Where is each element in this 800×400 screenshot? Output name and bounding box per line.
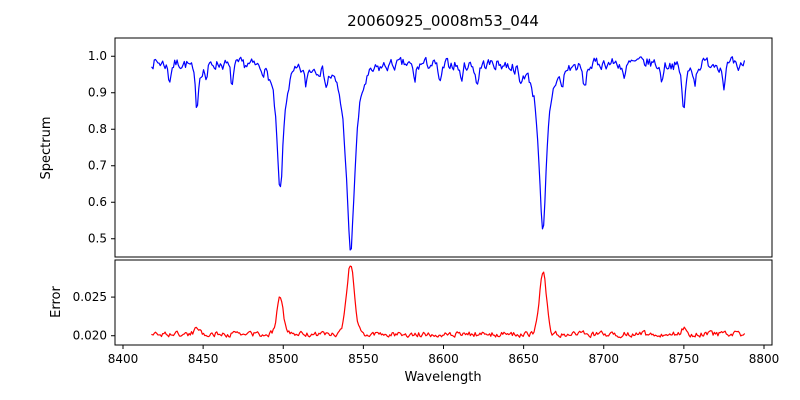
x-tick-label: 8600 [428,352,459,366]
spectrum-line [151,56,745,251]
error-line [151,265,745,339]
x-tick-label: 8400 [108,352,139,366]
spectrum-y-tick-label: 0.7 [88,159,107,173]
spectrum-y-tick-label: 1.0 [88,49,107,63]
spectrum-axes-spines [114,37,773,258]
chart-title: 20060925_0008m53_044 [347,12,539,31]
spectrum-panel: 0.5 0.6 0.7 0.8 0.9 1.0 [88,37,773,258]
x-tick-label: 8500 [268,352,299,366]
x-tick-label: 8650 [508,352,539,366]
spectrum-y-tick-label: 0.5 [88,232,107,246]
error-y-axis-label: Error [49,286,64,318]
x-tick-label: 8750 [669,352,700,366]
error-panel: 0.020 0.025 8400 8450 8500 8550 8600 8650 8700 87… [73,259,780,366]
error-y-tick-label: 0.025 [73,290,107,304]
spectrum-y-axis-label: Spectrum [39,117,54,180]
spectrum-y-tick-label: 0.8 [88,122,107,136]
x-axis-label: Wavelength [404,370,481,385]
error-y-tick-label: 0.020 [73,329,107,343]
x-tick-label: 8550 [348,352,379,366]
spectrum-y-tick-label: 0.6 [88,195,107,209]
x-tick-label: 8700 [588,352,619,366]
x-tick-label: 8800 [749,352,780,366]
x-tick-label: 8450 [188,352,219,366]
spectrum-y-tick-label: 0.9 [88,86,107,100]
